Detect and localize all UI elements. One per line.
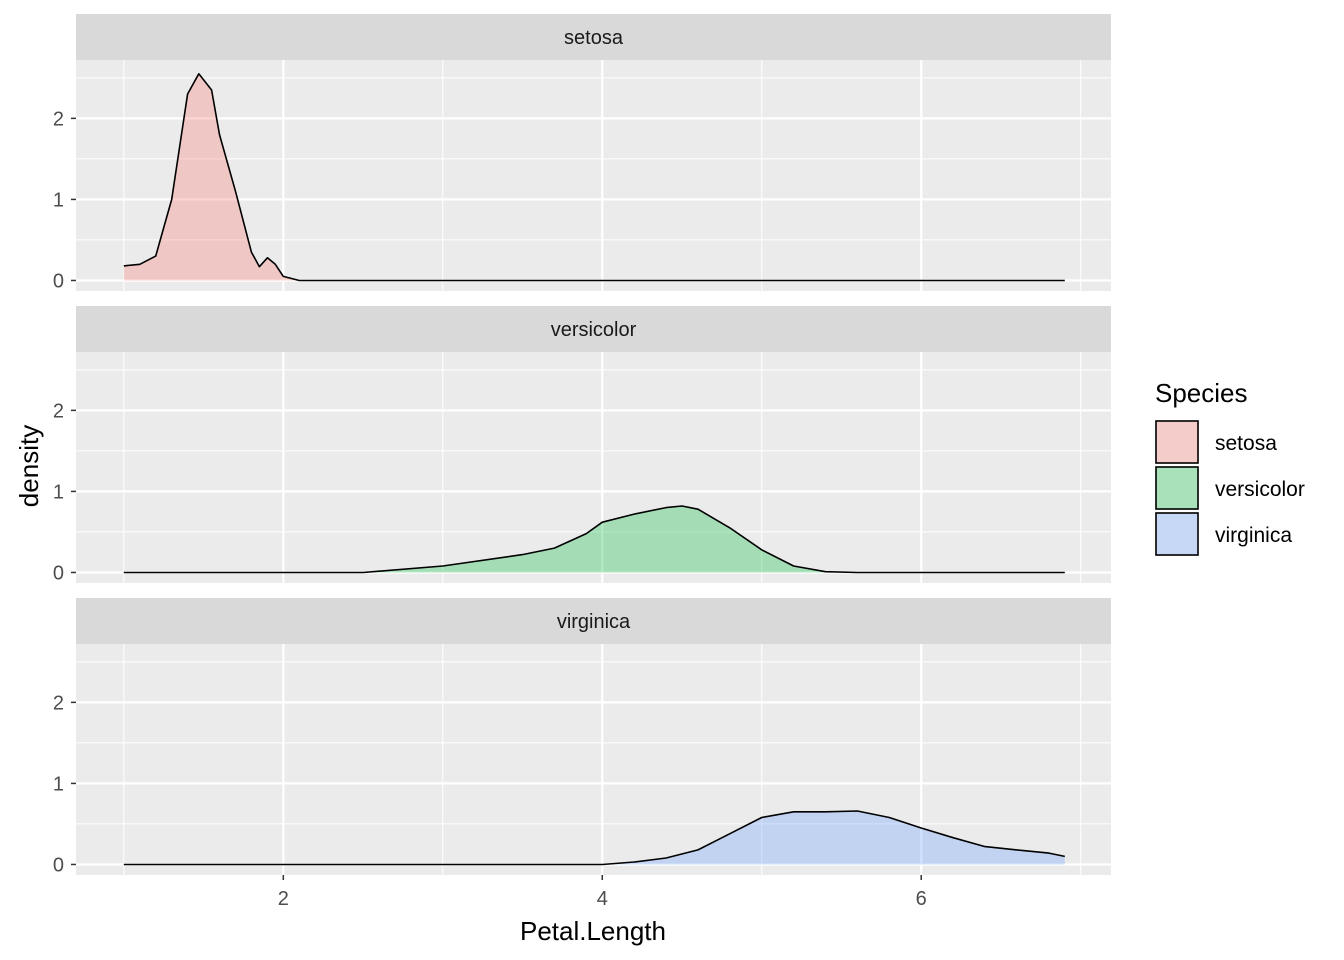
legend-key-swatch	[1155, 420, 1199, 464]
y-tick-label: 2	[53, 108, 64, 130]
legend-key-swatch	[1155, 466, 1199, 510]
legend-label: setosa	[1215, 432, 1277, 455]
density-line-virginica	[123, 810, 1065, 866]
panel-background	[76, 644, 1111, 875]
panel-background	[76, 352, 1111, 583]
density-area-setosa	[123, 73, 1065, 281]
legend-item-setosa: setosa	[1155, 420, 1277, 464]
y-tick-label: 0	[53, 562, 64, 584]
y-tick-label: 1	[53, 773, 64, 795]
density-line-setosa	[123, 73, 1065, 282]
facet-panel-setosa: setosa 0 1 2	[53, 14, 1111, 292]
facet-strip	[76, 14, 1111, 60]
legend-key-background	[1155, 420, 1199, 464]
x-tick-label: 6	[916, 888, 927, 910]
facet-strip-label: setosa	[564, 27, 624, 49]
x-axis-title: Petal.Length	[520, 916, 666, 946]
y-tick-label: 1	[53, 481, 64, 503]
legend-item-virginica: virginica	[1155, 512, 1292, 556]
legend-title: Species	[1155, 378, 1248, 408]
x-tick-label: 2	[278, 888, 289, 910]
y-axis-title: density	[14, 425, 44, 507]
facet-panels: setosa 0 1 2 versicolor 0 1 2 virginica 0 1 2	[53, 14, 1111, 876]
legend-key-swatch	[1155, 512, 1199, 556]
panel-background	[76, 60, 1111, 291]
legend-item-versicolor: versicolor	[1155, 466, 1305, 510]
facet-panel-virginica: virginica 0 1 2	[53, 598, 1111, 876]
facet-strip-label: versicolor	[551, 319, 637, 341]
density-area-versicolor	[123, 506, 1065, 573]
legend-items: setosa versicolor virginica	[1155, 420, 1305, 556]
facet-strip-label: virginica	[557, 611, 631, 633]
legend-key-background	[1155, 512, 1199, 556]
legend-key-background	[1155, 466, 1199, 510]
x-tick-label: 4	[597, 888, 608, 910]
legend-label: virginica	[1215, 524, 1292, 547]
legend: Species setosa versicolor virginica	[1155, 378, 1305, 556]
y-tick-label: 0	[53, 270, 64, 292]
density-line-versicolor	[123, 505, 1065, 574]
legend-label: versicolor	[1215, 478, 1305, 501]
facet-panel-versicolor: versicolor 0 1 2	[53, 306, 1111, 584]
y-tick-label: 2	[53, 400, 64, 422]
facet-strip	[76, 306, 1111, 352]
y-tick-label: 1	[53, 189, 64, 211]
y-tick-label: 0	[53, 854, 64, 876]
facet-strip	[76, 598, 1111, 644]
y-tick-label: 2	[53, 692, 64, 714]
x-axis: 2 4 6	[278, 875, 927, 910]
density-area-virginica	[123, 811, 1065, 865]
